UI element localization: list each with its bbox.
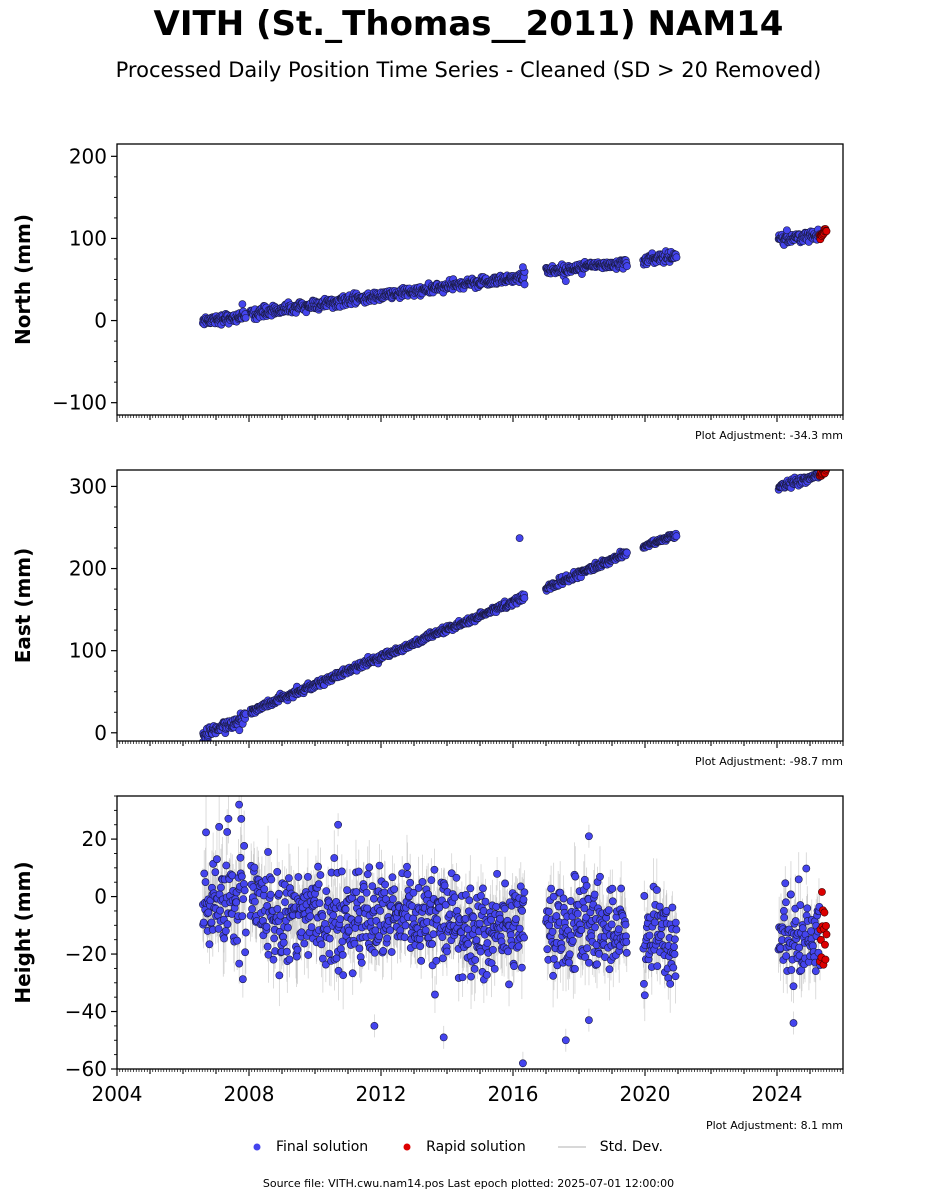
y-tick-label: 0 — [94, 309, 107, 333]
axes-frame — [116, 469, 844, 742]
y-tick-label: 100 — [69, 639, 107, 663]
chart-title: VITH (St._Thomas__2011) NAM14 — [153, 4, 784, 44]
final-solution-point — [561, 277, 570, 286]
y-tick-label: 200 — [69, 144, 107, 168]
panel-north: −100 0 100 200 North (mm) Plot Adjustment: -3… — [11, 143, 844, 442]
y-axis-label: East (mm) — [11, 548, 35, 664]
y-axis-label: North (mm) — [11, 214, 35, 345]
final-solution-point — [241, 313, 250, 322]
y-tick-label: −100 — [52, 391, 107, 415]
y-tick-label: 300 — [69, 474, 107, 498]
rapid-solution-point — [822, 227, 831, 236]
plot-area-east — [199, 470, 831, 741]
panel-east: 0 100 200 300 East (mm) Plot Adjustment: -98.… — [11, 469, 844, 768]
final-solution-point — [623, 548, 631, 557]
plot-adjustment-note: Plot Adjustment: -98.7 mm — [695, 755, 843, 768]
y-tick-label: 200 — [69, 557, 107, 581]
final-solution-point — [672, 253, 681, 262]
rapid-solution-point — [822, 470, 831, 473]
plot-area-height — [199, 796, 831, 1069]
y-tick-label: 100 — [69, 226, 107, 250]
final-solution-point — [520, 594, 529, 602]
chart-subtitle: Processed Daily Position Time Series - C… — [115, 58, 822, 82]
final-solution-point — [238, 300, 247, 309]
final-solution-point — [623, 262, 631, 271]
final-solution-point — [520, 280, 529, 289]
final-solution-point — [519, 263, 527, 272]
final-solution-point — [783, 226, 791, 235]
final-solution-point — [672, 532, 681, 541]
final-solution-point — [235, 726, 244, 735]
plot-adjustment-note: Plot Adjustment: -34.3 mm — [695, 429, 843, 442]
final-solution-point — [515, 534, 524, 543]
y-tick-label: 0 — [94, 721, 107, 745]
plot-area-north — [198, 225, 831, 329]
